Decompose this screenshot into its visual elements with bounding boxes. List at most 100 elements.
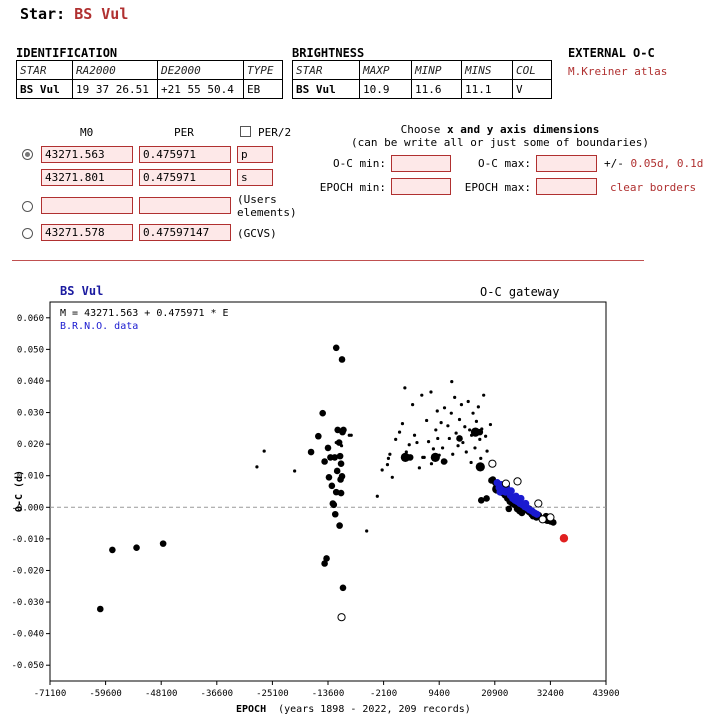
identification-title: IDENTIFICATION [16, 46, 118, 60]
epoch-min-input[interactable] [391, 178, 451, 195]
elements-radio-p[interactable] [22, 149, 33, 160]
elements-radio-users[interactable] [22, 201, 33, 212]
per2-checkbox[interactable] [240, 126, 251, 137]
small-dot-point [375, 494, 379, 498]
star-title-prefix: Star: [20, 5, 66, 23]
medium-dot-point [337, 460, 345, 468]
id-value-star: BS Vul [16, 79, 73, 99]
identification-table: STAR RA2000 DE2000 TYPE BS Vul 19 37 26.… [16, 60, 283, 99]
small-dot-point [397, 430, 402, 434]
epoch-max-input[interactable] [536, 178, 597, 195]
kreiner-atlas-link[interactable]: M.Kreiner atlas [568, 65, 668, 78]
type-input-s[interactable]: s [237, 169, 273, 186]
small-dot-point [468, 428, 472, 432]
br-header-maxp: MAXP [359, 60, 412, 80]
medium-dot-point [488, 477, 495, 484]
id-value-de: +21 55 50.4 [157, 79, 244, 99]
small-dot-point [451, 452, 455, 456]
medium-dot-point [307, 448, 315, 456]
small-dot-point [456, 444, 460, 448]
small-dot-point [474, 419, 479, 423]
x-tick-label: -25100 [256, 689, 289, 699]
medium-dot-point [96, 605, 104, 613]
br-header-col: COL [512, 60, 552, 80]
oc-min-input[interactable] [391, 155, 451, 172]
small-dot-point [293, 469, 297, 473]
oc-chart: -0.050 -0.040 -0.030 -0.020 -0.010 -0.000 0.01… [11, 301, 620, 715]
medium-dot-point [335, 439, 343, 446]
per-input-gcvs[interactable]: 0.47597147 [139, 224, 231, 241]
oc-max-input[interactable] [536, 155, 597, 172]
small-dot-point [415, 440, 419, 445]
small-dot-point [479, 456, 483, 460]
small-dot-point [386, 456, 391, 460]
small-dot-point [431, 447, 435, 451]
m0-input-users[interactable] [41, 197, 133, 214]
medium-dot-point [332, 344, 340, 352]
x-tick-label: -2100 [370, 689, 397, 699]
small-dot-point [429, 462, 434, 466]
id-value-type: EB [243, 79, 283, 99]
small-dot-point [400, 421, 405, 426]
medium-dot-point [324, 444, 332, 452]
clear-borders-link[interactable]: clear borders [610, 181, 697, 194]
medium-dot-point [109, 546, 116, 554]
blue-dot-point [496, 488, 504, 496]
small-dot-point [464, 450, 468, 454]
m0-input-s[interactable]: 43271.801 [41, 169, 133, 186]
open-circle-point [488, 459, 497, 468]
star-name: BS Vul [74, 5, 129, 23]
plot-source-legend: B.R.N.O. data [60, 321, 138, 332]
medium-dot-point [336, 452, 344, 460]
open-circle-point [513, 477, 522, 486]
y-tick-label: 0.030 [17, 409, 44, 419]
br-value-col: V [512, 79, 552, 99]
medium-dot-point [483, 495, 490, 502]
m0-input-p[interactable]: 43271.563 [41, 146, 133, 163]
per-input-p[interactable]: 0.475971 [139, 146, 231, 163]
id-header-ra: RA2000 [72, 60, 158, 80]
small-dot-point [485, 449, 489, 453]
small-dot-point [484, 434, 488, 438]
x-tick-label: -36600 [201, 689, 234, 699]
range-01-link[interactable]: 0.1d [676, 157, 704, 170]
epoch-max-label: EPOCH max: [464, 181, 531, 194]
red-dot-point [559, 534, 569, 543]
id-header-star: STAR [16, 60, 73, 80]
small-dot-point [429, 390, 433, 394]
axis-form-subtitle: (can be write all or just some of bounda… [350, 136, 649, 149]
x-axis-label-bold: EPOCH [236, 704, 266, 715]
y-tick-label: -0.000 [11, 503, 44, 513]
per-column-label: PER [174, 126, 194, 139]
small-dot-point [411, 403, 415, 407]
y-tick-label: -0.030 [11, 598, 44, 608]
x-tick-label: 32400 [537, 689, 564, 699]
range-005-link[interactable]: 0.05d [630, 157, 664, 170]
small-dot-point [454, 431, 458, 435]
per-input-s[interactable]: 0.475971 [139, 169, 231, 186]
y-tick-label: -0.020 [11, 566, 44, 576]
small-dot-point [449, 411, 453, 415]
oc-max-label: O-C max: [478, 157, 531, 170]
users-elements-label: (Users elements) [237, 193, 297, 219]
type-input-p[interactable]: p [237, 146, 273, 163]
small-dot-point [476, 405, 480, 409]
small-dot-point [461, 440, 465, 445]
x-tick-label: -59600 [89, 689, 122, 699]
data-points [96, 344, 569, 622]
medium-dot-point [331, 510, 339, 518]
small-dot-point [425, 418, 429, 423]
small-dot-point [473, 446, 477, 450]
medium-dot-point [159, 540, 167, 547]
small-dot-point [469, 460, 473, 465]
star-title: Star: BS Vul [20, 5, 128, 23]
small-dot-point [403, 386, 407, 390]
m0-column-label: M0 [80, 126, 94, 139]
small-dot-point [442, 406, 447, 410]
large-dot-point [400, 452, 410, 462]
per-input-users[interactable] [139, 197, 231, 214]
medium-dot-point [325, 473, 333, 481]
m0-input-gcvs[interactable]: 43271.578 [41, 224, 133, 241]
small-dot-point [390, 475, 394, 479]
elements-radio-gcvs[interactable] [22, 228, 33, 239]
